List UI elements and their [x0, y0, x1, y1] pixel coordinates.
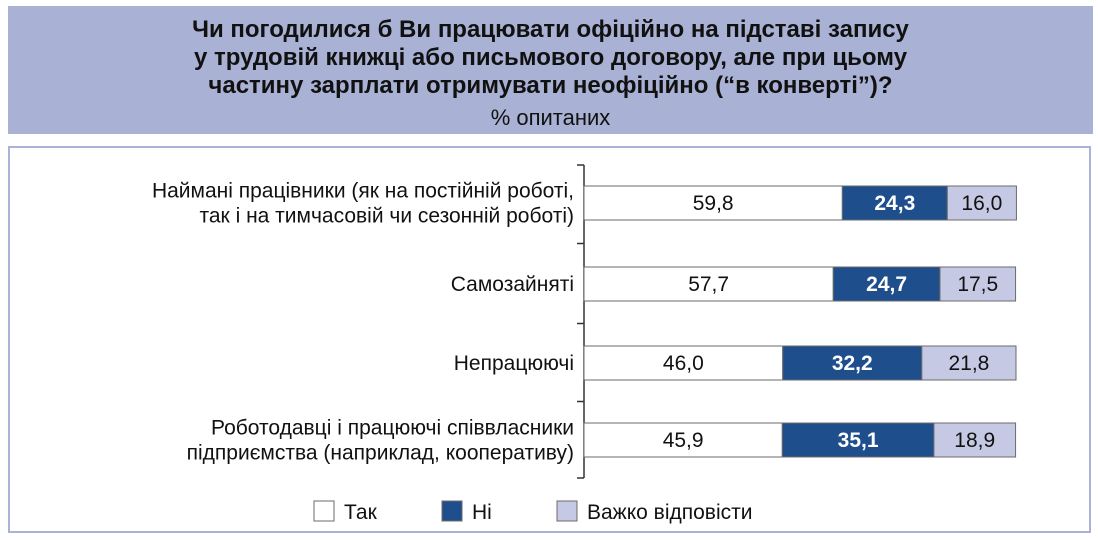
chart-title-line-1: Чи погодилися б Ви працювати офіційно на…	[192, 16, 909, 43]
data-label: 35,1	[838, 429, 879, 452]
bar-segment	[583, 266, 834, 302]
bar-segment	[841, 185, 948, 221]
bar-segment	[939, 266, 1017, 302]
data-label: 24,3	[874, 192, 915, 215]
category-label: Роботодавці і працюючі співвласники	[211, 417, 574, 440]
legend-swatch	[441, 500, 463, 522]
bar-segment	[583, 345, 784, 381]
data-label: 21,8	[948, 352, 989, 375]
legend-swatch	[556, 500, 578, 522]
bar-segment	[946, 185, 1017, 221]
legend-swatch	[313, 500, 335, 522]
category-label: підприємства (наприклад, кооперативу)	[187, 442, 574, 465]
chart-title-line-2: у трудовій книжці або письмового договор…	[193, 44, 908, 71]
bar-segment	[921, 345, 1017, 381]
data-label: 32,2	[832, 352, 873, 375]
legend-label: Так	[344, 501, 378, 524]
title-banner: Чи погодилися б Ви працювати офіційно на…	[8, 6, 1093, 134]
category-label: Самозайняті	[451, 273, 574, 296]
chart-subtitle: % опитаних	[490, 105, 611, 130]
bar-segment	[583, 422, 783, 458]
legend-label: Важко відповісти	[587, 501, 752, 524]
data-label: 17,5	[957, 273, 998, 296]
legend-label: Ні	[472, 501, 492, 524]
bar-segment	[832, 266, 941, 302]
data-label: 45,9	[663, 429, 704, 452]
chart-title: Чи погодилися б Ви працювати офіційно на…	[8, 16, 1093, 100]
category-label: Непрацюючі	[454, 352, 574, 375]
data-label: 59,8	[693, 192, 734, 215]
data-label: 46,0	[663, 352, 704, 375]
bar-segment	[781, 422, 935, 458]
category-label: Наймані працівники (як на постійній робо…	[152, 180, 574, 203]
data-label: 16,0	[961, 192, 1002, 215]
category-label: так і на тимчасовій чи сезонній роботі)	[199, 205, 574, 228]
bar-segment	[933, 422, 1017, 458]
data-label: 18,9	[954, 429, 995, 452]
chart-title-line-3: частину зарплати отримувати неофіційно (…	[208, 72, 893, 99]
bar-segment	[782, 345, 923, 381]
data-label: 57,7	[688, 273, 729, 296]
data-label: 24,7	[866, 273, 907, 296]
